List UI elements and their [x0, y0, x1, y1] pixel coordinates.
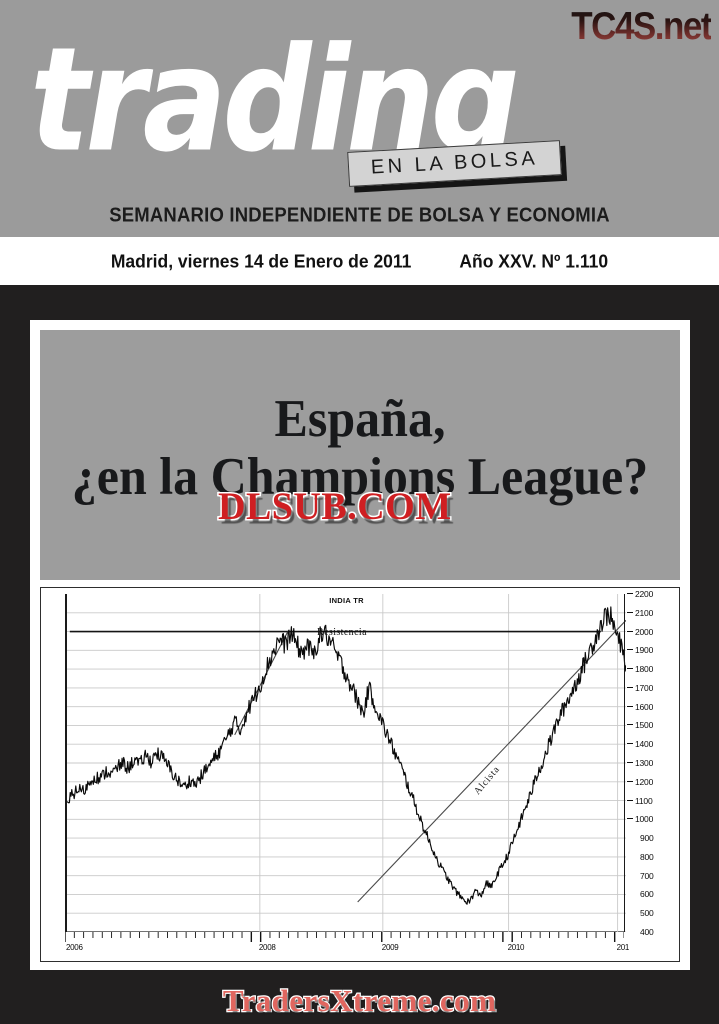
- chart-y-tick-mark: [627, 668, 633, 670]
- chart-y-tick: 1300: [627, 758, 653, 768]
- chart-y-tick-label: 1800: [635, 664, 654, 675]
- chart-y-tick-label: 800: [640, 851, 654, 862]
- chart-y-tick-label: 2000: [635, 626, 654, 637]
- chart-y-tick: 2000: [627, 627, 653, 637]
- chart-y-tick: 2100: [627, 608, 653, 618]
- chart-y-tick-mark: [627, 705, 633, 707]
- chart-y-tick-label: 1700: [635, 682, 654, 693]
- headline-line-1: España,: [274, 388, 446, 448]
- chart-x-axis-ticks: [65, 932, 624, 942]
- chart-y-tick-mark: [627, 743, 633, 745]
- alcista-trendline: [357, 619, 626, 903]
- chart-y-tick: 1000: [627, 814, 653, 824]
- chart-y-tick-label: 500: [640, 908, 654, 919]
- chart-y-tick: 800: [627, 852, 654, 862]
- chart-y-tick: 400: [627, 927, 654, 937]
- chart-y-tick-mark: [627, 686, 633, 688]
- chart-y-tick: 500: [627, 908, 654, 918]
- tc4s-site-logo: TC4S.net: [571, 2, 712, 51]
- chart-y-tick-label: 1000: [635, 814, 654, 825]
- chart-y-tick-label: 1500: [635, 720, 654, 731]
- issue-date-bar: Madrid, viernes 14 de Enero de 2011 Año …: [0, 237, 719, 285]
- cover-dark-frame: España, ¿en la Champions League? INDIA T…: [0, 285, 719, 1024]
- chart-y-tick: 700: [627, 871, 654, 881]
- chart-y-tick: 1100: [627, 795, 653, 806]
- resistencia-label: Resistencia: [317, 627, 367, 638]
- chart-y-tick: 600: [627, 889, 654, 899]
- chart-canvas: [67, 594, 626, 932]
- chart-x-tick-label: 2010: [507, 943, 525, 952]
- chart-y-tick: 2200: [627, 589, 653, 599]
- chart-y-tick: 1200: [627, 777, 653, 787]
- chart-x-tick-label: 2009: [381, 943, 399, 952]
- issue-number: Año XXV. Nº 1.110: [459, 249, 609, 272]
- chart-y-tick-label: 1400: [635, 739, 654, 750]
- stock-chart: INDIA TR Resistencia Alcista 2200 2100 200…: [40, 587, 680, 962]
- masthead: TC4S.net trading EN LA BOLSA SEMANARIO I…: [0, 0, 719, 237]
- chart-y-tick-label: 600: [640, 889, 654, 900]
- chart-y-tick-mark: [627, 799, 633, 801]
- chart-x-tick-label: 2008: [258, 943, 276, 952]
- chart-title: INDIA TR: [329, 596, 364, 605]
- chart-y-tick-mark: [627, 818, 633, 820]
- chart-x-tick-label: 201: [616, 943, 630, 952]
- cover-white-panel: España, ¿en la Champions League? INDIA T…: [30, 320, 690, 970]
- headline-line-2: ¿en la Champions League?: [71, 446, 649, 506]
- chart-y-tick-mark: [627, 724, 633, 726]
- chart-y-tick: 1500: [627, 720, 653, 730]
- chart-y-tick: 1800: [627, 664, 653, 674]
- chart-y-tick-mark: [627, 630, 633, 632]
- secondary-trendline: [234, 631, 289, 736]
- chart-y-axis-rule: [624, 594, 625, 932]
- chart-y-tick: 1600: [627, 702, 653, 712]
- masthead-tagline: SEMANARIO INDEPENDIENTE DE BOLSA Y ECONO…: [109, 203, 610, 226]
- chart-y-tick-label: 1900: [635, 645, 654, 656]
- cover-headline: España, ¿en la Champions League?: [40, 388, 680, 506]
- chart-y-tick-label: 400: [640, 927, 654, 937]
- cover-headline-block: España, ¿en la Champions League?: [40, 330, 680, 580]
- chart-y-tick: 1700: [627, 683, 653, 693]
- dlsub-watermark: DLSUB.COM: [217, 485, 453, 529]
- chart-y-tick-label: 900: [640, 833, 654, 844]
- place-and-date: Madrid, viernes 14 de Enero de 2011: [110, 249, 412, 272]
- chart-gridlines: [67, 612, 626, 932]
- chart-y-tick-label: 1600: [635, 701, 654, 712]
- chart-y-tick-label: 1300: [635, 758, 654, 768]
- chart-y-tick: 1400: [627, 739, 653, 749]
- tradersxtreme-watermark: TradersXtreme.com: [222, 982, 497, 1019]
- chart-y-tick-mark: [627, 611, 633, 613]
- chart-y-tick-mark: [627, 780, 633, 782]
- chart-x-tick-label: 2006: [66, 943, 83, 952]
- chart-y-tick-label: 1100: [635, 795, 653, 806]
- chart-y-tick-label: 700: [640, 870, 654, 881]
- chart-vertical-gridlines: [259, 594, 619, 932]
- chart-y-tick-mark: [627, 762, 633, 763]
- chart-y-tick: 900: [627, 833, 654, 843]
- chart-y-tick-label: 1200: [635, 776, 654, 787]
- chart-plot-area: INDIA TR Resistencia Alcista: [65, 594, 626, 932]
- chart-y-tick-label: 2200: [635, 589, 654, 599]
- chart-y-tick-label: 2100: [635, 607, 654, 618]
- price-series-line: [67, 606, 626, 905]
- chart-y-tick-mark: [627, 649, 633, 651]
- chart-y-tick: 1900: [627, 645, 653, 655]
- chart-x-axis: 2006 2008 2009 2010 201: [65, 932, 629, 958]
- chart-y-tick-mark: [627, 593, 633, 594]
